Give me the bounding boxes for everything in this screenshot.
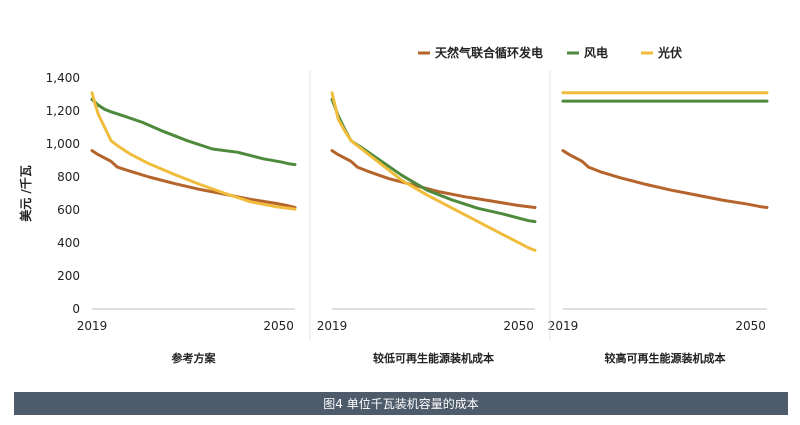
x-tick-label: 2050 xyxy=(263,319,294,333)
y-axis-title: 美元 /千瓦 xyxy=(18,165,33,222)
legend-label: 天然气联合循环发电 xyxy=(435,45,543,60)
figure-caption: 图4 单位千瓦装机容量的成本 xyxy=(323,397,479,411)
y-tick-label: 1,000 xyxy=(46,137,80,151)
series-line xyxy=(330,91,537,252)
x-tick-label: 2050 xyxy=(735,319,766,333)
series-line xyxy=(90,149,297,209)
y-tick-label: 200 xyxy=(57,269,80,283)
series-line xyxy=(90,91,297,211)
y-tick-label: 0 xyxy=(72,302,80,316)
legend-label: 风电 xyxy=(584,45,608,60)
y-tick-label: 400 xyxy=(57,236,80,250)
x-tick-label: 2019 xyxy=(317,319,348,333)
y-tick-label: 1,200 xyxy=(46,104,80,118)
series-line xyxy=(90,97,297,167)
x-tick-label: 2019 xyxy=(77,319,108,333)
panel-title: 较高可再生能源装机成本 xyxy=(605,351,726,365)
panel-title: 参考方案 xyxy=(172,351,217,365)
panel-title: 较低可再生能源装机成本 xyxy=(373,351,494,365)
y-tick-label: 600 xyxy=(57,203,80,217)
x-tick-label: 2019 xyxy=(548,319,579,333)
legend-label: 光伏 xyxy=(657,45,682,60)
figure-caption-bar: 图4 单位千瓦装机容量的成本 xyxy=(14,392,788,415)
y-tick-label: 800 xyxy=(57,170,80,184)
y-tick-label: 1,400 xyxy=(46,71,80,85)
series-line xyxy=(561,149,769,209)
x-tick-label: 2050 xyxy=(503,319,534,333)
